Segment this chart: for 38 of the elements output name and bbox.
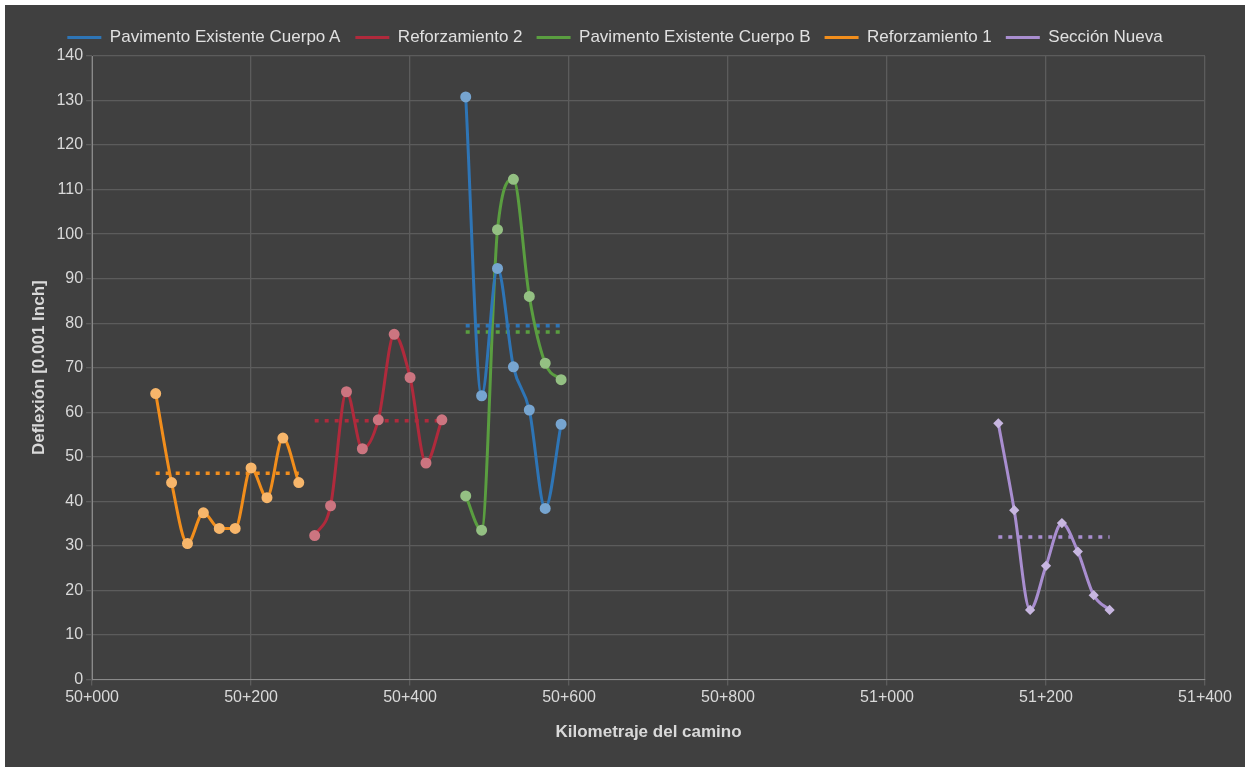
point: [993, 418, 1003, 428]
y-tick-label: 70: [65, 358, 84, 376]
y-tick-label: 50: [65, 447, 84, 465]
y-tick-label: 120: [56, 135, 84, 153]
x-tick-label: 50+400: [383, 688, 438, 706]
x-tick-label: 50+200: [224, 688, 279, 706]
x-tick-label: 51+400: [1178, 688, 1233, 706]
point: [1025, 605, 1035, 615]
point: [1073, 547, 1083, 557]
y-tick-label: 100: [56, 224, 84, 242]
y-tick-label: 140: [56, 46, 84, 64]
legend-label: Sección Nueva: [1048, 27, 1164, 47]
y-tick-label: 40: [65, 491, 84, 509]
x-tick-label: 51+000: [860, 688, 915, 706]
y-tick-label: 90: [65, 269, 84, 287]
point: [1089, 590, 1099, 600]
x-axis-title: Kilometraje del camino: [555, 722, 742, 742]
y-tick-label: 130: [56, 90, 84, 108]
point: [1057, 518, 1067, 528]
legend-label: Reforzamiento 1: [867, 27, 992, 47]
point: [1009, 505, 1019, 515]
y-tick-label: 110: [57, 179, 84, 197]
y-tick-label: 60: [65, 402, 84, 420]
x-tick-label: 51+200: [1019, 688, 1074, 706]
legend-label: Pavimento Existente Cuerpo A: [109, 27, 342, 47]
legend-label: Pavimento Existente Cuerpo B: [579, 27, 811, 47]
x-tick-label: 50+600: [542, 688, 597, 706]
y-tick-label: 80: [65, 313, 84, 331]
y-axis-title: Deflexión [0.001 Inch]: [28, 280, 48, 456]
y-tick-label: 30: [65, 536, 84, 554]
point: [1041, 561, 1051, 571]
y-tick-label: 10: [65, 625, 84, 643]
y-tick-label: 0: [74, 669, 84, 687]
x-tick-label: 50+000: [65, 688, 120, 706]
x-tick-label: 50+800: [701, 688, 756, 706]
point: [1105, 605, 1115, 615]
y-tick-label: 20: [65, 580, 84, 598]
legend-label: Reforzamiento 2: [397, 27, 523, 47]
